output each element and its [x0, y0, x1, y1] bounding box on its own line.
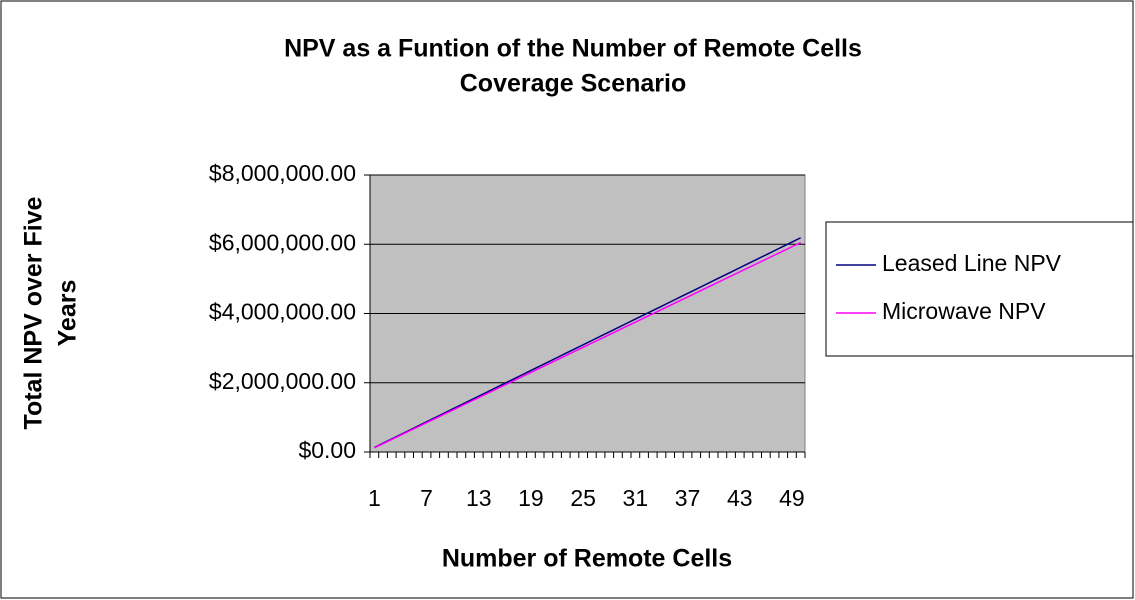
y-axis-title: Total NPV over Five Years — [20, 196, 82, 429]
x-tick-label: 49 — [779, 485, 805, 511]
x-axis-title: Number of Remote Cells — [442, 545, 732, 573]
chart-title: NPV as a Funtion of the Number of Remote… — [284, 35, 862, 63]
y-tick-label: $0.00 — [298, 437, 356, 463]
x-tick-label: 13 — [466, 485, 492, 511]
y-tick-label: $2,000,000.00 — [209, 368, 356, 394]
y-tick-label: $8,000,000.00 — [209, 160, 356, 186]
legend — [825, 221, 1134, 357]
legend-label: Leased Line NPV — [882, 250, 1062, 276]
x-tick-label: 37 — [675, 485, 701, 511]
x-tick-label: 19 — [518, 485, 544, 511]
line-series — [374, 241, 801, 449]
chart-title: Coverage Scenario — [460, 70, 687, 98]
x-tick-label: 1 — [368, 485, 381, 511]
x-tick-label: 31 — [623, 485, 649, 511]
y-tick-label: $6,000,000.00 — [209, 229, 356, 255]
legend-label: Microwave NPV — [882, 298, 1046, 324]
line-series — [374, 237, 801, 449]
x-tick-label: 25 — [570, 485, 596, 511]
y-axis-title-line: Total NPV over Five — [20, 196, 48, 429]
x-tick-label: 7 — [420, 485, 433, 511]
y-tick-label: $4,000,000.00 — [209, 299, 356, 325]
x-tick-label: 43 — [727, 485, 753, 511]
y-axis-title-line: Years — [54, 280, 82, 347]
